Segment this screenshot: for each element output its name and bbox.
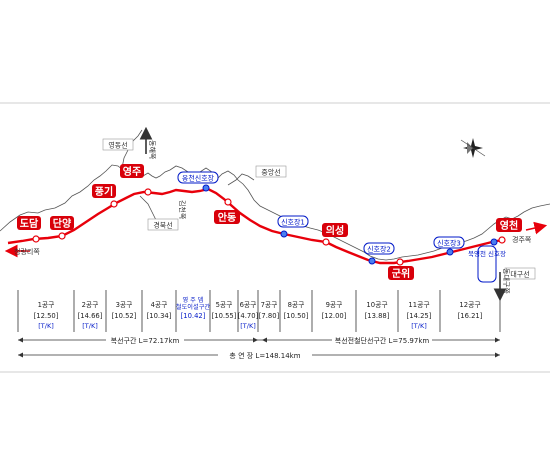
station-dot-yeongcheon [498,236,506,244]
signal-dot-2 [368,257,376,265]
compass-rose-icon [460,138,486,158]
station-label-andong: 안동 [214,210,240,224]
svg-text:안동: 안동 [218,211,236,224]
svg-text:복선전철단선구간 L=75.97km: 복선전철단선구간 L=75.97km [335,336,430,345]
route-line [7,187,503,265]
station-label-yeongcheon: 영천 [496,218,522,232]
section-name: 영 주 뎀 [182,296,203,304]
line-label-daegu: 대구선 [504,267,536,280]
section-km: [16.21] [458,312,483,320]
section-km: [10.42] [181,312,206,320]
svg-text:옹천신호장: 옹천신호장 [182,174,215,183]
section-table: 1공구 [12.50] [T/K] 2공구 [14.66] [T/K] 3공구 [10.52]… [17,290,501,332]
svg-text:군위: 군위 [392,267,410,280]
svg-text:총 연 장 L=148.14km: 총 연 장 L=148.14km [229,351,300,360]
section-km: [4.70] [238,312,259,320]
span-total: 총 연 장 L=148.14km [18,350,500,360]
section-tk: [T/K] [240,322,256,330]
section-km: [7.80] [259,312,280,320]
svg-text:영천: 영천 [500,219,518,232]
svg-text:대구선: 대구선 [510,270,529,279]
section-name: 12공구 [459,301,480,309]
svg-text:복선구간 L=72.17km: 복선구간 L=72.17km [111,336,180,345]
section-km: [10.34] [147,312,172,320]
signal-dot-3 [446,248,454,256]
direction-label-gyeongju: 경주쪽 [512,235,532,244]
section-name-sub: 철도이설구간 [176,303,210,311]
line-label-gyeongbuk: 경북선 [147,218,179,231]
section-km: [10.55] [212,312,237,320]
direction-label-gimcheon: 김천쪽 [178,200,187,220]
svg-text:신호장1: 신호장1 [281,218,305,227]
signal-label-bukyeongcheon: 북영천 신호장 [468,245,506,283]
station-label-danyang: 단양 [50,216,74,230]
svg-text:영주: 영주 [123,165,141,178]
section-name: 10공구 [366,301,387,309]
station-dot-yeongju [144,188,152,196]
station-label-yeongju: 영주 [120,164,144,178]
section-km: [14.66] [78,312,103,320]
section-name: 7공구 [261,301,278,309]
section-name: 1공구 [38,301,55,309]
span-double-track: 복선구간 L=72.17km [18,335,258,345]
signal-label-2: 신호장2 [363,242,395,255]
signal-label-1: 신호장1 [277,215,309,228]
section-km: [12.50] [34,312,59,320]
station-dot-punggi [110,200,118,208]
svg-text:영동선: 영동선 [108,141,127,150]
section-name: 2공구 [82,301,99,309]
svg-text:신호장2: 신호장2 [367,245,391,254]
section-name: 6공구 [240,301,257,309]
svg-text:풍기: 풍기 [95,185,113,198]
span-electrified: 복선전철단선구간 L=75.97km [258,335,500,345]
station-dot-dodam [32,235,40,243]
section-km: [10.52] [112,312,137,320]
svg-text:경북선: 경북선 [153,221,172,230]
station-label-punggi: 풍기 [92,184,116,198]
svg-text:의성: 의성 [326,224,344,237]
section-name: 11공구 [408,301,429,309]
signal-dot-bukyeongcheon [490,238,498,246]
jungang-branch-line [227,173,255,186]
line-label-jungang: 중앙선 [255,165,287,178]
direction-label-donghae: 동해쪽 [148,140,157,160]
station-dot-uiseong [322,238,330,246]
signal-label-ongcheon: 옹천신호장 [177,171,219,184]
section-name: 8공구 [288,301,305,309]
signal-label-3: 신호장3 [433,236,465,249]
terrain-profile [0,164,550,261]
direction-label-donggudaegu: 동대구쪽 [502,268,510,294]
station-dot-gunwi [396,258,404,266]
section-name: 3공구 [116,301,133,309]
section-name: 4공구 [151,301,168,309]
svg-text:중앙선: 중앙선 [261,168,280,177]
station-dot-danyang [58,232,66,240]
section-km: [14.25] [407,312,432,320]
signal-dot-1 [280,230,288,238]
svg-text:도담: 도담 [20,217,39,230]
section-tk: [T/K] [82,322,98,330]
section-name: 5공구 [216,301,233,309]
section-name: 9공구 [326,301,343,309]
section-km: [10.50] [284,312,309,320]
section-km: [12.00] [322,312,347,320]
direction-label-cheongnyangni: 청량리쪽 [14,247,40,256]
direction-arrow-gyeongju [525,221,548,235]
line-label-yeongdong: 영동선 [102,138,134,151]
station-label-gunwi: 군위 [388,266,414,280]
station-label-dodam: 도담 [17,216,41,230]
svg-text:신호장3: 신호장3 [437,239,461,248]
station-label-uiseong: 의성 [322,223,348,237]
svg-text:북영천 신호장: 북영천 신호장 [468,249,506,258]
svg-text:단양: 단양 [53,217,72,230]
signal-dot-ongcheon [202,184,210,192]
section-tk: [T/K] [38,322,54,330]
section-tk: [T/K] [411,322,427,330]
station-dot-andong [224,198,232,206]
section-km: [13.88] [365,312,390,320]
